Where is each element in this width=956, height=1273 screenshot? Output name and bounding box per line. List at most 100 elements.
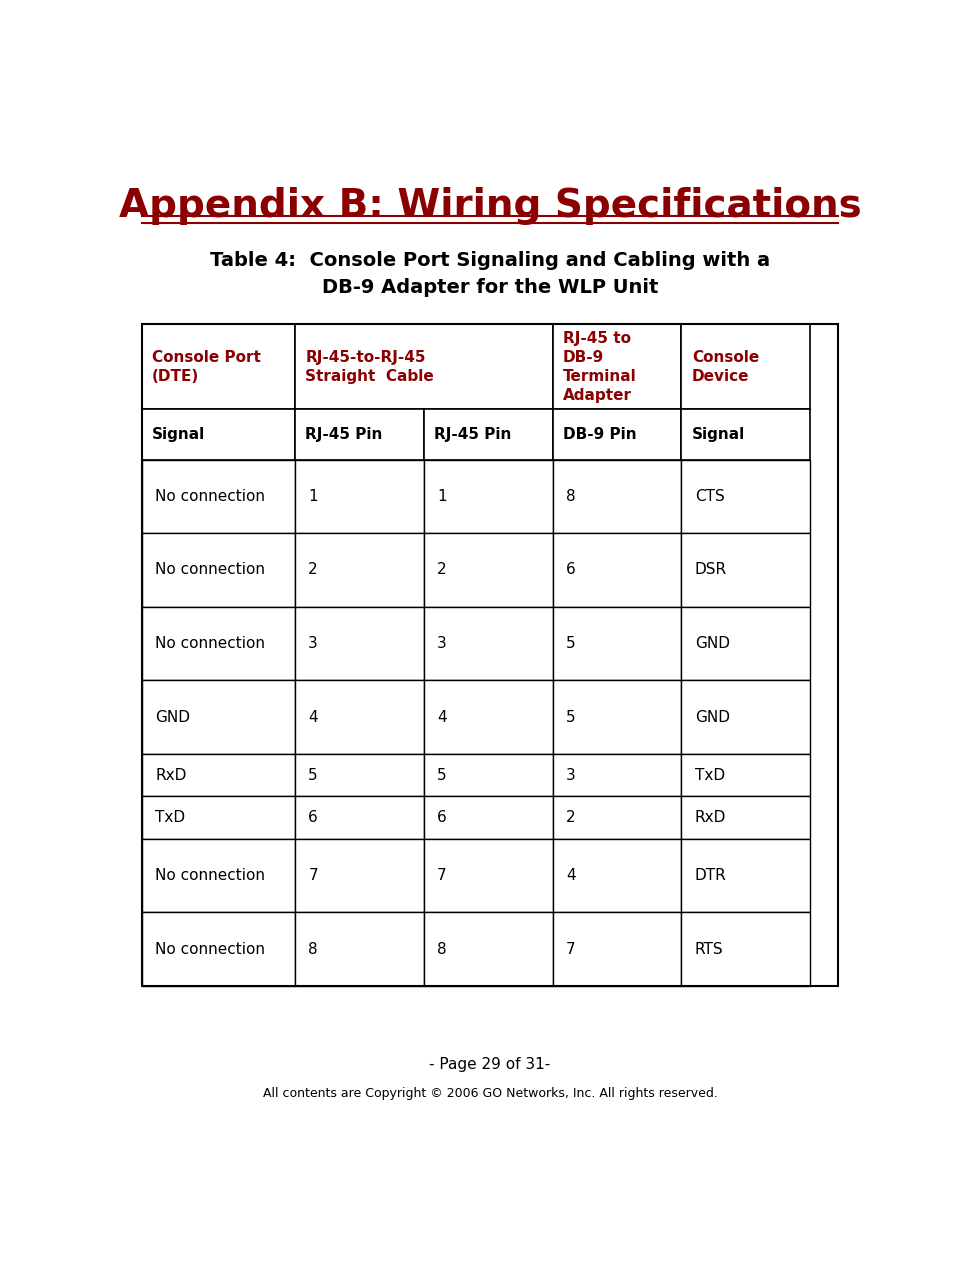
Text: 3: 3 <box>308 636 318 651</box>
Bar <box>141 533 295 607</box>
Text: - Page 29 of 31-: - Page 29 of 31- <box>429 1057 551 1072</box>
Text: RJ-45 Pin: RJ-45 Pin <box>305 426 382 442</box>
Bar <box>295 460 424 533</box>
Text: No connection: No connection <box>155 489 265 504</box>
Bar <box>141 839 295 913</box>
Bar <box>295 754 424 797</box>
Bar <box>424 410 553 460</box>
Text: 2: 2 <box>308 563 318 578</box>
Bar <box>141 325 295 410</box>
Bar <box>424 460 553 533</box>
Bar <box>424 680 553 754</box>
Text: 6: 6 <box>437 810 446 825</box>
Text: Appendix B: Wiring Specifications: Appendix B: Wiring Specifications <box>119 187 861 225</box>
Text: All contents are Copyright © 2006 GO Networks, Inc. All rights reserved.: All contents are Copyright © 2006 GO Net… <box>263 1087 717 1100</box>
Bar <box>682 680 811 754</box>
Bar <box>682 797 811 839</box>
Text: No connection: No connection <box>155 636 265 651</box>
Text: 2: 2 <box>566 810 576 825</box>
Text: GND: GND <box>695 636 729 651</box>
Text: 7: 7 <box>437 868 446 883</box>
Bar <box>141 913 295 985</box>
Bar <box>141 754 295 797</box>
Bar <box>424 797 553 839</box>
Text: 3: 3 <box>566 768 576 783</box>
Text: No connection: No connection <box>155 563 265 578</box>
Bar <box>295 680 424 754</box>
Bar <box>295 607 424 680</box>
Text: 8: 8 <box>566 489 576 504</box>
Text: DB-9 Adapter for the WLP Unit: DB-9 Adapter for the WLP Unit <box>322 279 658 297</box>
Bar <box>424 913 553 985</box>
Bar <box>682 533 811 607</box>
Bar <box>553 607 682 680</box>
Bar <box>424 754 553 797</box>
Text: RJ-45 Pin: RJ-45 Pin <box>434 426 511 442</box>
Bar <box>553 797 682 839</box>
Text: No connection: No connection <box>155 942 265 957</box>
Text: 6: 6 <box>308 810 318 825</box>
Bar <box>295 797 424 839</box>
Text: 3: 3 <box>437 636 446 651</box>
Text: 8: 8 <box>437 942 446 957</box>
Bar <box>682 607 811 680</box>
Bar <box>295 410 424 460</box>
Text: DSR: DSR <box>695 563 727 578</box>
Bar <box>424 533 553 607</box>
Text: 5: 5 <box>437 768 446 783</box>
Bar <box>141 460 295 533</box>
Text: DTR: DTR <box>695 868 727 883</box>
Text: 5: 5 <box>566 709 576 724</box>
Text: GND: GND <box>695 709 729 724</box>
Text: 6: 6 <box>566 563 576 578</box>
Bar <box>553 533 682 607</box>
Bar <box>553 325 682 410</box>
Bar <box>295 839 424 913</box>
Bar <box>553 913 682 985</box>
Text: 2: 2 <box>437 563 446 578</box>
Text: TxD: TxD <box>695 768 725 783</box>
Bar <box>553 754 682 797</box>
Text: 8: 8 <box>308 942 318 957</box>
Bar <box>295 533 424 607</box>
Text: DB-9 Pin: DB-9 Pin <box>563 426 637 442</box>
Text: RxD: RxD <box>695 810 727 825</box>
Bar <box>553 680 682 754</box>
Text: TxD: TxD <box>155 810 185 825</box>
Bar <box>682 913 811 985</box>
Bar <box>553 410 682 460</box>
Text: 4: 4 <box>566 868 576 883</box>
Bar <box>141 325 838 985</box>
Text: GND: GND <box>155 709 190 724</box>
Text: 7: 7 <box>308 868 318 883</box>
Text: 1: 1 <box>437 489 446 504</box>
Bar <box>141 680 295 754</box>
Bar <box>424 607 553 680</box>
Bar <box>295 325 553 410</box>
Text: CTS: CTS <box>695 489 725 504</box>
Text: 5: 5 <box>308 768 318 783</box>
Text: 4: 4 <box>308 709 318 724</box>
Bar <box>295 913 424 985</box>
Text: RJ-45-to-RJ-45
Straight  Cable: RJ-45-to-RJ-45 Straight Cable <box>305 350 434 384</box>
Text: 4: 4 <box>437 709 446 724</box>
Bar <box>682 410 811 460</box>
Text: Console Port
(DTE): Console Port (DTE) <box>152 350 261 384</box>
Text: 1: 1 <box>308 489 318 504</box>
Text: Console
Device: Console Device <box>692 350 759 384</box>
Text: Table 4:  Console Port Signaling and Cabling with a: Table 4: Console Port Signaling and Cabl… <box>210 251 770 270</box>
Bar <box>553 460 682 533</box>
Bar <box>141 410 295 460</box>
Bar <box>682 325 811 410</box>
Bar <box>424 839 553 913</box>
Bar <box>141 797 295 839</box>
Text: RTS: RTS <box>695 942 724 957</box>
Text: RxD: RxD <box>155 768 186 783</box>
Bar <box>682 754 811 797</box>
Text: No connection: No connection <box>155 868 265 883</box>
Bar <box>141 607 295 680</box>
Bar <box>553 839 682 913</box>
Text: Signal: Signal <box>152 426 206 442</box>
Text: Signal: Signal <box>692 426 745 442</box>
Text: 5: 5 <box>566 636 576 651</box>
